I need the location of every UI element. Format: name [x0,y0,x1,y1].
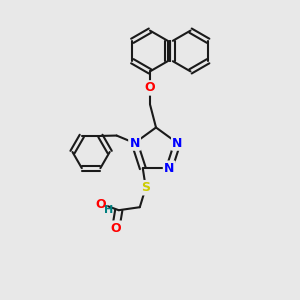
Text: S: S [141,181,150,194]
Text: H: H [104,205,113,215]
Text: N: N [172,136,183,149]
Text: O: O [95,198,106,211]
Text: O: O [110,222,121,235]
Text: O: O [145,81,155,94]
Text: N: N [164,162,174,175]
Text: N: N [129,136,140,149]
